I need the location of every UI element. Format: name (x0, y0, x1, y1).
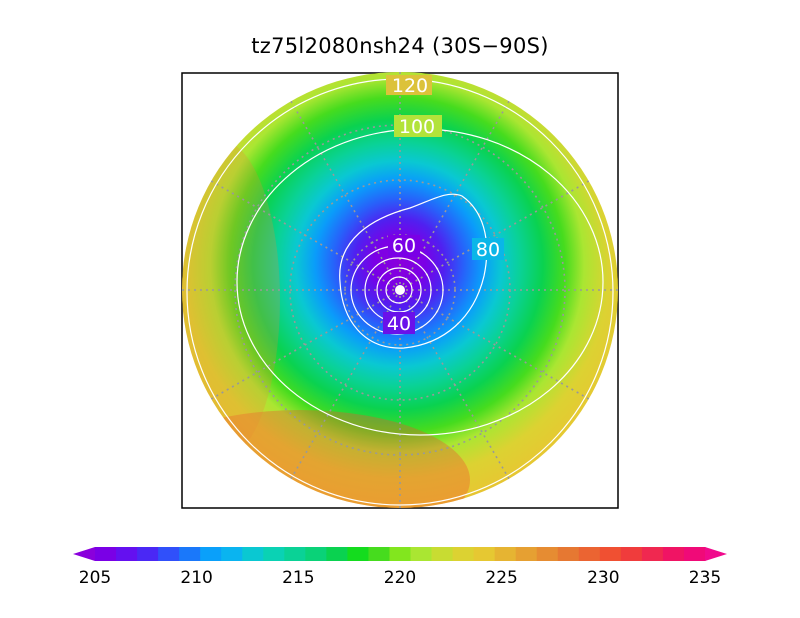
colorbar-swatch (179, 547, 201, 561)
colorbar-swatch (410, 547, 433, 561)
temperature-shading (182, 72, 618, 508)
colorbar-swatch (284, 547, 306, 561)
colorbar-tick-label: 230 (587, 568, 620, 588)
meridian-line (284, 90, 401, 291)
colorbar-swatch (473, 547, 496, 561)
colorbar-swatch (158, 547, 180, 561)
contour-label-40: 40 (387, 313, 411, 335)
colorbar-swatch (683, 547, 706, 561)
colorbar-swatch (662, 547, 685, 561)
contour-label-120: 120 (392, 75, 428, 97)
colorbar-swatch (221, 547, 243, 561)
colorbar-swatch (95, 547, 117, 561)
colorbar-swatch (452, 547, 475, 561)
colorbar-tick-label: 215 (282, 568, 315, 588)
colorbar-swatch (389, 547, 412, 561)
colorbar-swatch (578, 547, 601, 561)
graticule (182, 72, 618, 508)
colorbar-swatch (557, 547, 580, 561)
colorbar-swatch (641, 547, 664, 561)
colorbar-swatch (242, 547, 264, 561)
contour-label-100: 100 (399, 116, 435, 138)
colorbar-tick-label: 225 (485, 568, 518, 588)
colorbar-swatch (431, 547, 454, 561)
colorbar-swatch (200, 547, 222, 561)
colorbar-extend-max (705, 547, 727, 561)
colorbar-swatch (620, 547, 643, 561)
colorbar-swatch (305, 547, 327, 561)
colorbar-tick-label: 220 (383, 568, 417, 588)
pole-marker (395, 285, 405, 295)
contour-label-80: 80 (476, 239, 500, 261)
colorbar-tick-label: 210 (180, 568, 213, 588)
colorbar-swatch (536, 547, 559, 561)
meridian-line (200, 174, 401, 291)
colorbar-swatch (599, 547, 622, 561)
meridian-line (399, 90, 516, 291)
contour-label-60: 60 (392, 235, 416, 257)
contour-labels: 120 100 80 60 40 (383, 75, 504, 335)
colorbar-swatch (368, 547, 391, 561)
latitude-circle (234, 124, 566, 456)
meridian-line (200, 289, 401, 406)
colorbar-tick-label: 235 (688, 568, 722, 588)
meridian-line (284, 289, 401, 490)
meridian-line (399, 289, 600, 406)
meridian-line (399, 289, 516, 490)
colorbar-swatch (116, 547, 138, 561)
colorbar-swatch (494, 547, 517, 561)
colorbar-swatch (137, 547, 159, 561)
colorbar-extend-min (73, 547, 95, 561)
colorbar (73, 547, 727, 561)
colorbar-swatch (347, 547, 370, 561)
meridian-line (399, 174, 600, 291)
colorbar-swatch (515, 547, 538, 561)
colorbar-swatch (263, 547, 285, 561)
colorbar-tick-label: 205 (78, 568, 112, 588)
colorbar-swatch (326, 547, 349, 561)
contour-line-30 (385, 276, 413, 304)
plot-title: tz75l2080nsh24 (30S−90S) (251, 34, 549, 58)
